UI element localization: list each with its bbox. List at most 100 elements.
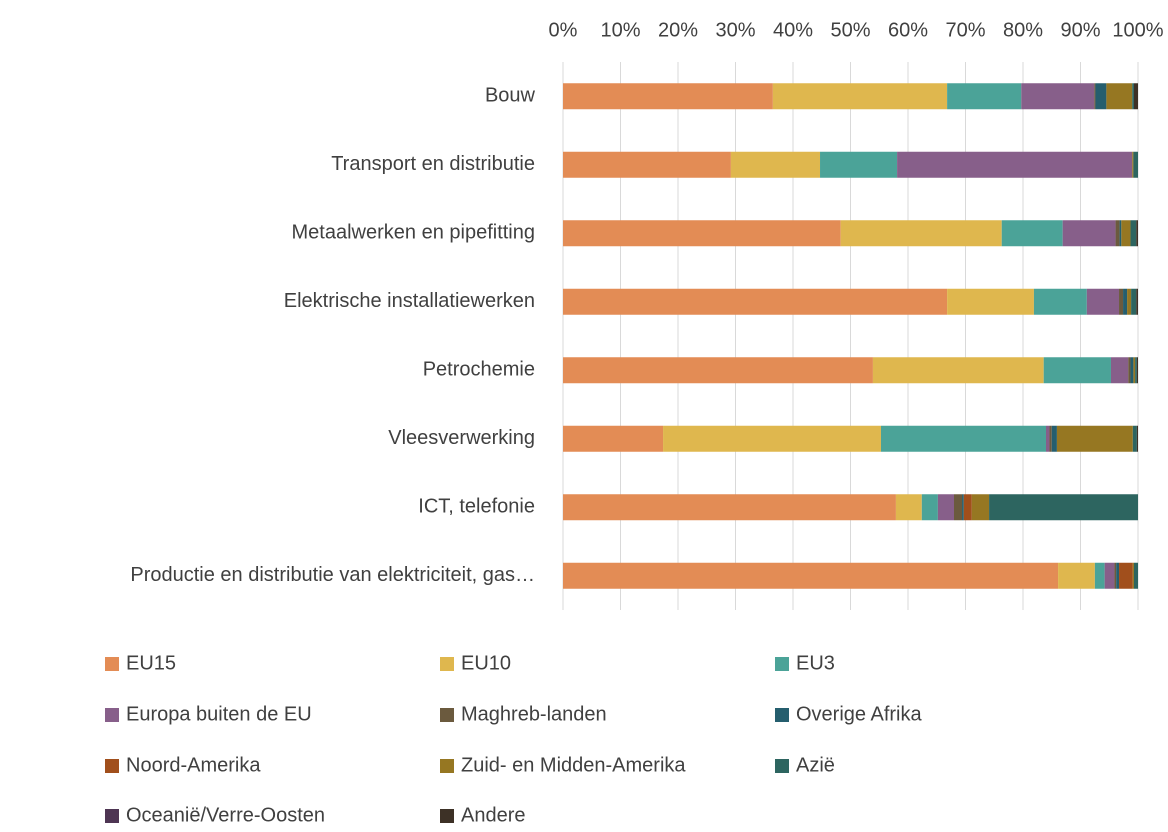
bar-segment xyxy=(1127,288,1132,315)
bar-segment xyxy=(1133,83,1138,110)
y-tick-label: ICT, telefonie xyxy=(418,496,535,518)
bar-segment xyxy=(1131,288,1137,315)
x-tick-label: 20% xyxy=(658,19,698,41)
x-tick-label: 50% xyxy=(830,19,870,41)
y-tick-label: Vleesverwerking xyxy=(388,427,535,449)
bar-segment xyxy=(1116,562,1120,589)
bar-segment xyxy=(1130,357,1134,384)
bar-segment xyxy=(563,83,773,110)
bar-segment xyxy=(895,494,922,521)
legend-label: Noord-Amerika xyxy=(126,754,261,776)
bar-segment xyxy=(1046,425,1050,452)
bar-segment xyxy=(563,494,896,521)
bar-segment xyxy=(772,83,948,110)
legend-swatch xyxy=(775,759,789,773)
bar-segment xyxy=(1132,151,1134,178)
bar-segment xyxy=(1033,288,1087,315)
bar-segment xyxy=(563,562,1059,589)
bar-segment xyxy=(1136,425,1138,452)
bar-segment xyxy=(1086,288,1120,315)
bar-segment xyxy=(820,151,898,178)
x-tick-label: 90% xyxy=(1060,19,1100,41)
bar-segment xyxy=(1132,425,1137,452)
legend-label: Overige Afrika xyxy=(796,703,922,725)
bar-segment xyxy=(1056,425,1133,452)
bar-segment xyxy=(1133,562,1138,589)
legend-swatch xyxy=(440,759,454,773)
legend-label: Oceanië/Verre-Oosten xyxy=(126,804,325,826)
legend-swatch xyxy=(105,657,119,671)
bar-segment xyxy=(563,220,841,247)
bar-segment xyxy=(921,494,938,521)
x-tick-label: 70% xyxy=(945,19,985,41)
x-tick-label: 30% xyxy=(715,19,755,41)
bar-segment xyxy=(1136,220,1138,247)
bar-segment xyxy=(1021,83,1095,110)
bar-segment xyxy=(1119,220,1122,247)
bar-segment xyxy=(1128,357,1131,384)
bar-segment xyxy=(1121,220,1131,247)
legend-swatch xyxy=(105,708,119,722)
y-tick-label: Bouw xyxy=(485,85,536,107)
x-tick-label: 100% xyxy=(1112,19,1163,41)
y-tick-label: Productie en distributie van elektricite… xyxy=(130,564,535,586)
bar-segment xyxy=(963,494,972,521)
bar-segment xyxy=(563,288,948,315)
legend-swatch xyxy=(105,759,119,773)
legend-label: EU10 xyxy=(461,652,511,674)
bar-segment xyxy=(1104,562,1115,589)
x-tick-label: 80% xyxy=(1003,19,1043,41)
x-tick-label: 10% xyxy=(600,19,640,41)
legend-label: Europa buiten de EU xyxy=(126,703,312,725)
y-tick-label: Elektrische installatiewerken xyxy=(284,290,535,312)
legend-swatch xyxy=(105,809,119,823)
bar-segment xyxy=(1136,357,1138,384)
bar-segment xyxy=(872,357,1044,384)
bar-segment xyxy=(663,425,881,452)
bar-segment xyxy=(563,357,873,384)
bar-segment xyxy=(1130,220,1137,247)
bar-segment xyxy=(1043,357,1111,384)
x-tick-label: 40% xyxy=(773,19,813,41)
legend-label: Azië xyxy=(796,754,835,776)
bar-segment xyxy=(1115,220,1120,247)
legend-label: Maghreb-landen xyxy=(461,703,607,725)
bar-segment xyxy=(962,494,964,521)
bar-segment xyxy=(1132,83,1134,110)
bar-segment xyxy=(563,425,664,452)
bar-segment xyxy=(1114,562,1117,589)
legend-swatch xyxy=(440,809,454,823)
x-tick-label: 0% xyxy=(549,19,578,41)
bar-segment xyxy=(971,494,990,521)
bar-segment xyxy=(1132,562,1134,589)
bar-segment xyxy=(1123,288,1128,315)
bar-segment xyxy=(989,494,1138,521)
bar-segment xyxy=(1133,151,1138,178)
bar-segment xyxy=(1110,357,1129,384)
bar-segment xyxy=(1119,562,1133,589)
bar-segment xyxy=(1133,357,1136,384)
bar-segment xyxy=(1049,425,1052,452)
y-tick-label: Petrochemie xyxy=(423,359,535,381)
bar-segment xyxy=(1136,288,1138,315)
bar-segment xyxy=(1001,220,1063,247)
legend-label: Andere xyxy=(461,804,526,826)
bar-segment xyxy=(880,425,1046,452)
bar-segment xyxy=(1094,562,1105,589)
bar-segment xyxy=(1119,288,1124,315)
bar-segment xyxy=(730,151,821,178)
bar-segment xyxy=(1058,562,1095,589)
y-tick-label: Metaalwerken en pipefitting xyxy=(292,222,535,244)
x-tick-label: 60% xyxy=(888,19,928,41)
bar-segment xyxy=(1106,83,1133,110)
bar-segment xyxy=(897,151,1133,178)
legend-swatch xyxy=(440,657,454,671)
bar-segment xyxy=(1095,83,1107,110)
bar-segment xyxy=(1062,220,1116,247)
bar-segment xyxy=(937,494,954,521)
bar-segment xyxy=(954,494,963,521)
bar-segment xyxy=(1051,425,1057,452)
legend-label: EU3 xyxy=(796,652,835,674)
legend-swatch xyxy=(775,708,789,722)
